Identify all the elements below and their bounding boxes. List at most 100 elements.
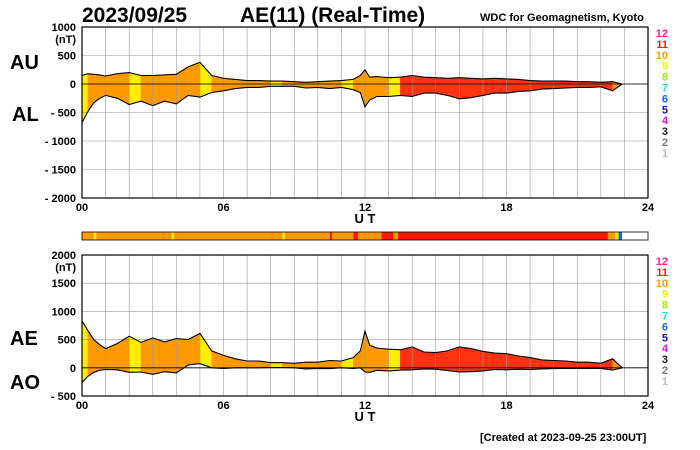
activity-bar-segment [96, 232, 172, 240]
station-count-label: 3 [662, 354, 668, 366]
series-line-al [81, 83, 623, 124]
x-tick-label: 06 [217, 202, 229, 214]
area-fill-segment [494, 352, 507, 371]
area-fill-segment [152, 337, 165, 375]
y-tick-label: 500 [58, 51, 76, 63]
plot-title: AE(11) (Real-Time) [240, 4, 426, 27]
station-count-label: 5 [662, 104, 668, 116]
area-fill-segment [494, 78, 507, 94]
x-tick-label: 00 [76, 400, 88, 412]
series-line-ao [81, 363, 623, 383]
x-tick-label: 24 [642, 202, 655, 214]
y-tick-label: 1000 [52, 22, 76, 34]
station-count-label: 10 [656, 50, 668, 62]
station-count-label: 2 [662, 365, 668, 377]
activity-bar-segment [171, 232, 174, 240]
station-count-label: 2 [662, 137, 668, 149]
credit-label: WDC for Geomagnetism, Kyoto [480, 12, 644, 24]
station-count-label: 8 [662, 300, 668, 312]
area-fill-segment [246, 360, 260, 369]
area-fill-segment [470, 348, 484, 373]
activity-bar-segment [82, 232, 94, 240]
series-line-ae [81, 320, 623, 369]
activity-bar-segment [357, 232, 382, 240]
ao-label: AO [10, 372, 40, 394]
y-tick-label: 500 [58, 335, 76, 347]
plot-frame [81, 26, 649, 199]
x-tick-label: 12 [359, 202, 371, 214]
activity-bar-segment [393, 232, 399, 240]
area-fill-segment [270, 362, 283, 368]
al-label: AL [12, 104, 39, 126]
area-fill-segment [128, 72, 142, 105]
area-fill-segment [459, 346, 472, 373]
activity-bar-segment [331, 232, 354, 240]
area-fill-segment [470, 78, 484, 98]
y-tick-label: 1000 [52, 306, 76, 318]
x-tick-label: 24 [642, 400, 655, 412]
station-count-label: 12 [656, 28, 668, 40]
area-fill-segment [400, 75, 413, 97]
area-fill-segment [541, 80, 554, 90]
area-fill-segment [518, 79, 531, 92]
activity-bar-segment [353, 232, 358, 240]
station-count-label: 6 [662, 321, 668, 333]
area-fill-segment [81, 320, 89, 384]
x-tick-label: 12 [359, 400, 371, 412]
area-fill-segment [482, 78, 495, 96]
area-fill-segment [506, 78, 519, 94]
area-fill-segment [164, 74, 177, 105]
y-tick-label: 1500 [52, 278, 76, 290]
x-tick-label: 00 [76, 202, 88, 214]
area-fill-segment [459, 77, 472, 100]
activity-bar-segment [282, 232, 285, 240]
station-count-label: 1 [662, 148, 668, 160]
x-tick-label: 06 [217, 400, 229, 412]
y-tick-label: 2000 [52, 250, 76, 262]
y-tick-label: - 2000 [45, 193, 76, 205]
y-tick-label: 0 [70, 79, 76, 91]
station-count-label: 6 [662, 93, 668, 105]
x-tick-label: 18 [500, 400, 512, 412]
station-count-label: 7 [662, 83, 668, 95]
station-count-label: 3 [662, 126, 668, 138]
area-fill-segment [152, 74, 165, 107]
unit-label: (nT) [55, 34, 76, 46]
activity-bar-segment [284, 232, 330, 240]
area-fill-segment [423, 351, 436, 370]
y-tick-label: 0 [70, 363, 76, 375]
activity-bar-segment [607, 232, 615, 240]
area-fill-segment [388, 76, 401, 97]
area-fill-segment [99, 74, 106, 99]
area-fill-segment [423, 76, 436, 94]
x-axis-label: U T [355, 211, 376, 226]
y-tick-label: - 500 [51, 108, 76, 120]
station-count-label: 4 [662, 115, 669, 127]
area-fill-segment [140, 75, 153, 107]
ae-label: AE [10, 328, 38, 350]
y-tick-label: - 1500 [45, 165, 76, 177]
series-line-au [81, 61, 623, 85]
activity-bar-segment [614, 232, 619, 240]
station-count-label: 11 [656, 39, 668, 51]
x-axis-label: U T [355, 409, 376, 424]
activity-bar-segment [329, 232, 332, 240]
area-fill-segment [105, 73, 118, 99]
y-tick-label: - 500 [51, 391, 76, 403]
au-label: AU [10, 52, 39, 74]
y-tick-label: - 1000 [45, 136, 76, 148]
station-count-label: 12 [656, 256, 668, 268]
activity-bar-segment [398, 232, 608, 240]
plot-frame [81, 254, 649, 397]
date-title: 2023/09/25 [82, 4, 188, 27]
area-fill-segment [400, 346, 413, 371]
station-count-label: 9 [662, 61, 668, 73]
activity-bar-segment [618, 232, 623, 240]
area-fill-segment [553, 80, 566, 89]
area-fill-segment [369, 344, 378, 373]
area-fill-segment [140, 337, 153, 375]
activity-bar-segment [93, 232, 97, 240]
activity-bar-frame [81, 231, 649, 241]
area-fill-segment [376, 76, 389, 97]
